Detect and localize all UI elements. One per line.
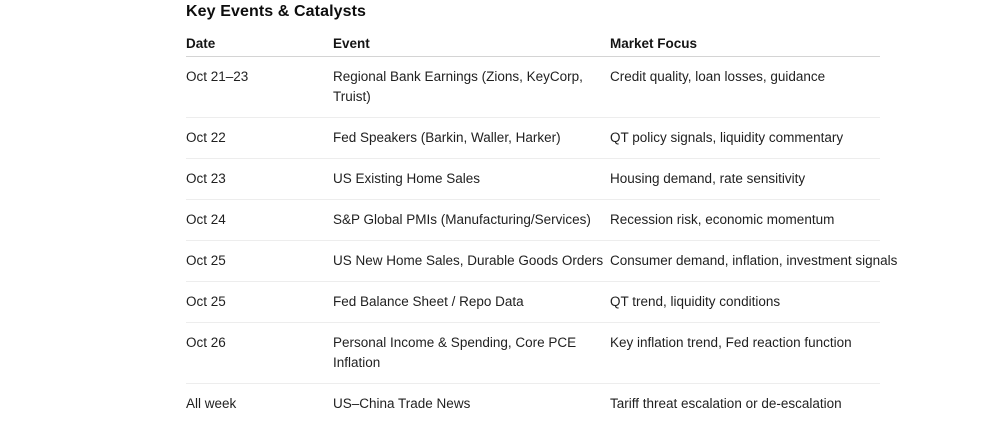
market-focus-cell: Key inflation trend, Fed reaction functi… <box>610 322 880 384</box>
date-cell: All week <box>186 396 237 411</box>
event-cell: S&P Global PMIs (Manufacturing/Services) <box>333 199 610 241</box>
table-header-row: Date Event Market Focus <box>186 34 880 57</box>
event-cell: Regional Bank Earnings (Zions, KeyCorp, … <box>333 56 610 118</box>
column-header-market-focus: Market Focus <box>610 34 880 57</box>
column-header-event: Event <box>333 34 610 57</box>
table-row: Oct 23 US Existing Home Sales Housing de… <box>186 158 880 200</box>
market-focus-cell: Consumer demand, inflation, investment s… <box>610 240 897 282</box>
key-events-table: Date Event Market Focus Oct 21–23 Region… <box>186 34 897 425</box>
event-cell: Personal Income & Spending, Core PCE Inf… <box>333 322 610 384</box>
date-cell: Oct 25 <box>186 240 333 282</box>
date-cell: Oct 23 <box>186 158 333 200</box>
events-section: Key Events & Catalysts Date Event Market… <box>186 2 906 424</box>
event-cell: Fed Speakers (Barkin, Waller, Harker) <box>333 117 610 159</box>
table-row: All week US–China Trade News Tariff thre… <box>186 384 880 425</box>
table-row: Oct 24 S&P Global PMIs (Manufacturing/Se… <box>186 199 880 241</box>
market-focus-cell: QT trend, liquidity conditions <box>610 281 880 323</box>
date-cell: Oct 24 <box>186 199 333 241</box>
event-cell: US Existing Home Sales <box>333 158 610 200</box>
market-focus-cell: Tariff threat escalation or de-escalatio… <box>610 396 842 411</box>
table-row: Oct 25 US New Home Sales, Durable Goods … <box>186 240 897 282</box>
market-focus-cell: QT policy signals, liquidity commentary <box>610 117 880 159</box>
event-cell: Fed Balance Sheet / Repo Data <box>333 281 610 323</box>
table-row: Oct 21–23 Regional Bank Earnings (Zions,… <box>186 56 880 118</box>
table-row: Oct 22 Fed Speakers (Barkin, Waller, Har… <box>186 117 880 159</box>
page-title: Key Events & Catalysts <box>186 3 367 20</box>
column-header-date: Date <box>186 34 333 57</box>
table-row: Oct 26 Personal Income & Spending, Core … <box>186 322 880 384</box>
table-row: Oct 25 Fed Balance Sheet / Repo Data QT … <box>186 281 880 323</box>
date-cell: Oct 26 <box>186 322 333 384</box>
event-cell: US New Home Sales, Durable Goods Orders <box>333 240 610 282</box>
date-cell: Oct 22 <box>186 117 333 159</box>
date-cell: Oct 21–23 <box>186 56 333 118</box>
market-focus-cell: Credit quality, loan losses, guidance <box>610 56 880 118</box>
market-focus-cell: Recession risk, economic momentum <box>610 199 880 241</box>
event-cell: US–China Trade News <box>333 396 471 411</box>
date-cell: Oct 25 <box>186 281 333 323</box>
market-focus-cell: Housing demand, rate sensitivity <box>610 158 880 200</box>
